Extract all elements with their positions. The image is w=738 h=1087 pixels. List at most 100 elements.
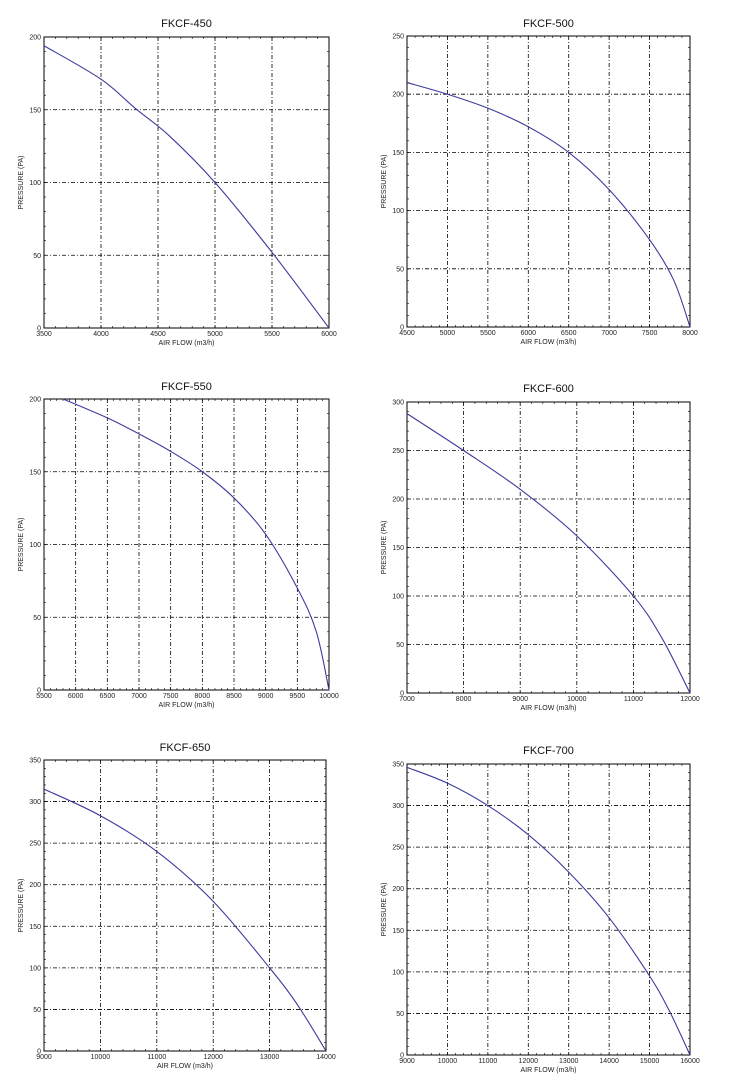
chart-2: FKCF-550 5500 6000 6500 7000 7500 8000 8500 9000… — [18, 381, 339, 709]
x-tick-label: 6000 — [520, 330, 536, 337]
chart-title: FKCF-450 — [161, 18, 212, 30]
pressure-curve — [43, 788, 327, 1052]
y-tick-label: 50 — [33, 1007, 41, 1014]
y-tick-label: 100 — [392, 208, 404, 215]
x-tick-label: 13000 — [260, 1054, 280, 1061]
x-tick-label: 7500 — [642, 330, 658, 337]
y-tick-label: 50 — [396, 642, 404, 649]
y-tick-label: 0 — [400, 325, 404, 332]
x-tick-label: 11000 — [478, 1058, 497, 1065]
x-tick-label: 5500 — [480, 330, 496, 337]
chart-title: FKCF-650 — [160, 742, 211, 754]
y-tick-label: 100 — [392, 969, 404, 976]
x-tick-label: 6500 — [561, 330, 577, 337]
y-tick-label: 50 — [33, 253, 41, 260]
x-tick-label: 14000 — [599, 1058, 619, 1065]
y-tick-label: 150 — [392, 928, 404, 935]
y-tick-label: 100 — [29, 542, 41, 549]
y-tick-label: 200 — [392, 886, 404, 893]
pressure-curve — [406, 82, 691, 328]
y-tick-label: 0 — [37, 326, 41, 333]
y-tick-label: 200 — [29, 882, 41, 889]
y-axis-label: PRESSURE (PA) — [381, 521, 388, 575]
x-tick-label: 4500 — [399, 330, 415, 337]
x-tick-label: 12000 — [680, 696, 700, 703]
y-tick-label: 250 — [392, 845, 404, 852]
x-tick-label: 7000 — [601, 330, 617, 337]
y-tick-label: 0 — [400, 1053, 404, 1060]
y-axis-label: PRESSURE (PA) — [18, 156, 25, 210]
chart-title: FKCF-500 — [523, 18, 574, 30]
plot-frame — [43, 398, 330, 691]
y-tick-label: 200 — [392, 92, 404, 99]
x-tick-label: 9000 — [399, 1058, 415, 1065]
pressure-curve — [62, 398, 330, 691]
x-tick-label: 3500 — [36, 331, 52, 338]
x-tick-label: 15000 — [640, 1058, 660, 1065]
x-tick-label: 5500 — [264, 331, 280, 338]
y-tick-label: 150 — [29, 924, 41, 931]
y-axis-label: PRESSURE (PA) — [381, 883, 388, 937]
pressure-curve — [43, 45, 330, 329]
plot-frame — [406, 35, 691, 328]
x-tick-label: 11000 — [147, 1054, 166, 1061]
x-tick-label: 10000 — [319, 693, 339, 700]
x-tick-label: 4500 — [150, 331, 166, 338]
x-tick-label: 13000 — [559, 1058, 579, 1065]
x-tick-label: 5500 — [36, 693, 52, 700]
y-tick-label: 350 — [29, 758, 41, 765]
x-axis-label: AIR FLOW (m3/h) — [158, 340, 214, 347]
x-tick-label: 8000 — [195, 693, 211, 700]
y-tick-label: 250 — [29, 841, 41, 848]
pressure-curve — [406, 766, 691, 1056]
chart-3: FKCF-600 7000 8000 9000 10000 11000 12000 0 50 10… — [381, 383, 700, 712]
x-tick-label: 9000 — [258, 693, 274, 700]
y-tick-label: 200 — [29, 397, 41, 404]
y-tick-label: 150 — [29, 107, 41, 114]
x-tick-label: 7000 — [399, 696, 415, 703]
x-tick-label: 8000 — [456, 696, 472, 703]
y-tick-label: 250 — [392, 34, 404, 41]
x-axis-label: AIR FLOW (m3/h) — [158, 702, 214, 709]
y-tick-label: 200 — [29, 35, 41, 42]
x-tick-label: 12000 — [519, 1058, 539, 1065]
y-axis-label: PRESSURE (PA) — [18, 879, 25, 933]
y-tick-label: 150 — [29, 469, 41, 476]
y-tick-label: 100 — [29, 180, 41, 187]
y-tick-label: 50 — [33, 615, 41, 622]
x-tick-label: 10000 — [567, 696, 587, 703]
plot-frame — [43, 36, 330, 329]
x-tick-label: 5000 — [440, 330, 456, 337]
x-tick-label: 12000 — [203, 1054, 223, 1061]
x-tick-label: 14000 — [316, 1054, 336, 1061]
y-tick-label: 0 — [37, 688, 41, 695]
chart-1: FKCF-500 4500 5000 5500 6000 6500 7000 7500 8000… — [381, 18, 698, 346]
plot-frame — [406, 401, 691, 694]
y-tick-label: 300 — [29, 799, 41, 806]
x-tick-label: 7500 — [163, 693, 179, 700]
x-tick-label: 5000 — [207, 331, 223, 338]
y-tick-label: 150 — [392, 150, 404, 157]
y-tick-label: 350 — [392, 762, 404, 769]
x-tick-label: 10000 — [91, 1054, 111, 1061]
y-tick-label: 0 — [37, 1049, 41, 1056]
y-tick-label: 50 — [396, 266, 404, 273]
chart-0: FKCF-450 3500 4000 4500 5000 5500 6000 0 50 100 15… — [18, 18, 337, 347]
y-axis-label: PRESSURE (PA) — [18, 518, 25, 572]
x-tick-label: 8000 — [682, 330, 698, 337]
chart-title: FKCF-700 — [523, 745, 574, 757]
x-tick-label: 8500 — [226, 693, 242, 700]
y-tick-label: 250 — [392, 448, 404, 455]
x-tick-label: 11000 — [624, 696, 643, 703]
x-tick-label: 9500 — [290, 693, 306, 700]
chart-4: FKCF-650 9000 10000 11000 12000 13000 14000 0 50… — [18, 742, 336, 1070]
x-axis-label: AIR FLOW (m3/h) — [520, 1067, 576, 1074]
y-tick-label: 50 — [396, 1011, 404, 1018]
y-tick-label: 200 — [392, 497, 404, 504]
x-tick-label: 4000 — [93, 331, 109, 338]
y-tick-label: 100 — [29, 965, 41, 972]
x-tick-label: 9000 — [36, 1054, 52, 1061]
x-tick-label: 9000 — [512, 696, 528, 703]
